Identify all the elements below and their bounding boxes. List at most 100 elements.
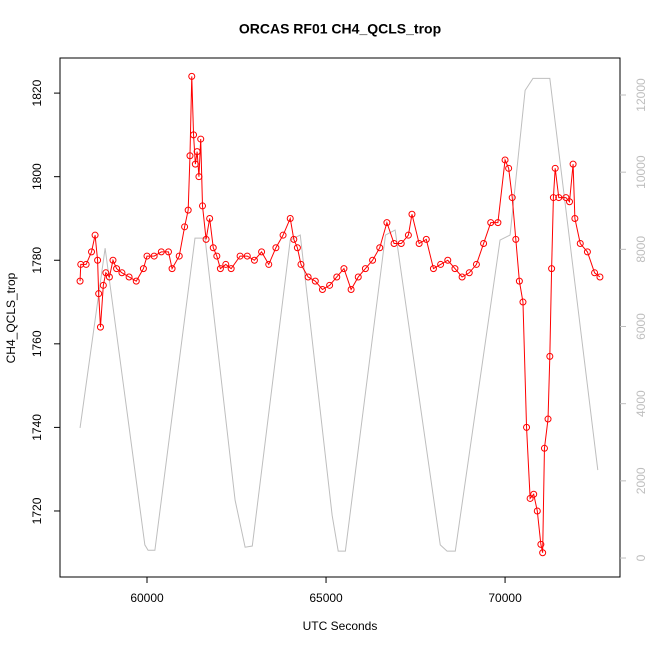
data-point (415, 240, 423, 248)
y2-tick-label: 4000 (634, 390, 648, 417)
data-point (487, 219, 495, 227)
data-point (576, 240, 584, 248)
data-point (279, 231, 287, 239)
data-point (551, 164, 559, 172)
data-point (150, 252, 158, 260)
data-point (77, 260, 85, 268)
data-point (105, 273, 113, 281)
data-point (143, 252, 151, 260)
data-point (369, 256, 377, 264)
data-point (383, 219, 391, 227)
data-point (555, 194, 563, 202)
data-point (195, 173, 203, 181)
data-point (347, 286, 355, 294)
data-point (523, 423, 531, 431)
data-point (76, 277, 84, 285)
data-point (95, 290, 103, 298)
data-point (236, 252, 244, 260)
data-point (304, 273, 312, 281)
data-point (243, 252, 251, 260)
data-point (99, 281, 107, 289)
data-point (190, 131, 198, 139)
data-point (258, 248, 266, 256)
data-point (213, 252, 221, 260)
data-point (88, 248, 96, 256)
data-point (494, 219, 502, 227)
data-point (265, 260, 273, 268)
data-point (139, 265, 147, 273)
y-tick-label: 1720 (30, 497, 44, 524)
data-point (202, 235, 210, 243)
data-point (227, 265, 235, 273)
data-point (501, 156, 509, 164)
data-point (422, 235, 430, 243)
data-point (408, 210, 416, 218)
data-point (333, 273, 341, 281)
data-point (197, 135, 205, 143)
data-point (199, 202, 207, 210)
data-point (272, 244, 280, 252)
plot-frame (59, 57, 621, 578)
series-line (79, 77, 599, 552)
data-point (515, 277, 523, 285)
data-point (113, 265, 121, 273)
data-point (132, 277, 140, 285)
data-point (583, 248, 591, 256)
data-point (102, 269, 110, 277)
data-point (472, 260, 480, 268)
data-point (544, 415, 552, 423)
data-point (340, 265, 348, 273)
data-point (376, 244, 384, 252)
data-point (533, 507, 541, 515)
chart-title: ORCAS RF01 CH4_QCLS_trop (239, 21, 441, 37)
data-point (125, 273, 133, 281)
data-point (96, 323, 104, 331)
data-point (354, 273, 362, 281)
y2-tick-label: 2000 (634, 467, 648, 494)
y-axis-label: CH4_QCLS_trop (4, 272, 18, 363)
data-point (184, 206, 192, 214)
x-tick-label: 70000 (488, 591, 522, 605)
data-point (571, 214, 579, 222)
data-point (512, 235, 520, 243)
data-point (318, 286, 326, 294)
data-point (562, 194, 570, 202)
data-point (188, 72, 196, 80)
y2-tick-label: 8000 (634, 236, 648, 263)
data-point (519, 298, 527, 306)
data-point (540, 444, 548, 452)
data-point (508, 194, 516, 202)
data-point (458, 273, 466, 281)
data-point (444, 256, 452, 264)
y-tick-label: 1780 (30, 247, 44, 274)
data-point (465, 269, 473, 277)
data-point (168, 265, 176, 273)
data-point (293, 244, 301, 252)
data-point (191, 160, 199, 168)
y2-tick-label: 12000 (634, 78, 648, 112)
data-point (164, 248, 172, 256)
data-point (109, 256, 117, 264)
data-point (546, 352, 554, 360)
data-point (390, 240, 398, 248)
data-point (451, 265, 459, 273)
data-point (222, 260, 230, 268)
x-axis-label: UTC Seconds (303, 619, 378, 633)
data-point (216, 265, 224, 273)
data-point (537, 540, 545, 548)
y2-tick-label: 0 (634, 554, 648, 561)
data-point (505, 164, 513, 172)
data-point (526, 494, 534, 502)
data-point (297, 260, 305, 268)
data-point (480, 240, 488, 248)
y-tick-label: 1800 (30, 163, 44, 190)
data-point (250, 256, 258, 264)
data-point (193, 148, 201, 156)
y2-tick-label: 6000 (634, 313, 648, 340)
data-point (206, 214, 214, 222)
data-point (91, 231, 99, 239)
data-point (82, 260, 90, 268)
y-tick-label: 1820 (30, 79, 44, 106)
data-point (437, 260, 445, 268)
